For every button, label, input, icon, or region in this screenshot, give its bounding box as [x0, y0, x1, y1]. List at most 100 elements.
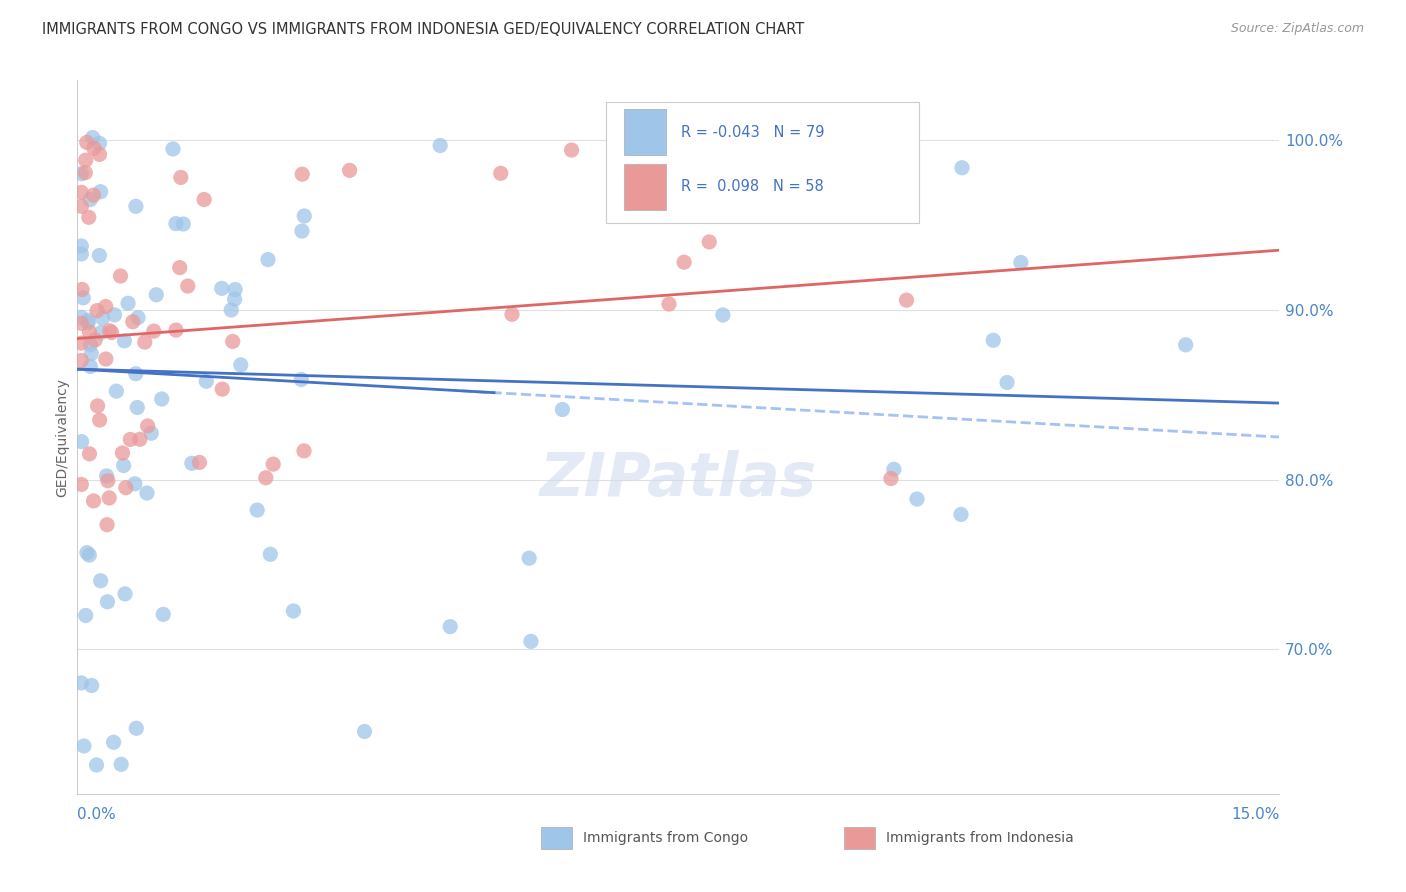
- Point: [89, 136, 111, 151]
- Point: [136, 486, 159, 500]
- Point: [439, 619, 461, 633]
- Point: [124, 476, 146, 491]
- Point: [89, 413, 111, 427]
- Point: [79, 447, 101, 461]
- Point: [165, 217, 187, 231]
- Point: [1010, 255, 1032, 269]
- Point: [110, 757, 132, 772]
- Point: [136, 419, 159, 434]
- Point: [70, 676, 93, 690]
- Bar: [624, 164, 666, 211]
- Point: [70, 186, 93, 200]
- Point: [96, 517, 118, 532]
- Point: [83, 494, 105, 508]
- Point: [114, 587, 136, 601]
- Point: [291, 224, 314, 238]
- Point: [112, 458, 135, 473]
- Point: [84, 333, 107, 347]
- Point: [339, 163, 361, 178]
- Point: [292, 209, 315, 223]
- Point: [90, 185, 112, 199]
- Point: [77, 316, 100, 330]
- Point: [697, 235, 720, 249]
- Point: [77, 211, 100, 225]
- Point: [125, 721, 148, 735]
- Point: [86, 399, 108, 413]
- Point: [100, 326, 122, 340]
- Point: [70, 336, 93, 351]
- Point: [517, 551, 540, 566]
- Point: [127, 310, 149, 325]
- Point: [283, 604, 305, 618]
- Point: [75, 166, 97, 180]
- Point: [97, 474, 120, 488]
- Point: [125, 367, 148, 381]
- Point: [292, 443, 315, 458]
- Point: [561, 143, 583, 157]
- Text: Immigrants from Congo: Immigrants from Congo: [583, 831, 748, 845]
- Point: [150, 392, 173, 406]
- Bar: [624, 109, 666, 155]
- Point: [82, 130, 104, 145]
- Point: [254, 471, 277, 485]
- Point: [77, 313, 100, 327]
- Point: [172, 217, 194, 231]
- Point: [98, 324, 121, 338]
- Point: [70, 167, 93, 181]
- Point: [117, 296, 139, 310]
- Text: ZIPatlas: ZIPatlas: [540, 450, 817, 509]
- Point: [142, 324, 165, 338]
- Text: 15.0%: 15.0%: [1232, 807, 1279, 822]
- Point: [141, 426, 163, 441]
- Point: [98, 491, 121, 505]
- Point: [883, 462, 905, 476]
- Bar: [606, 102, 920, 223]
- Point: [90, 326, 112, 340]
- Point: [111, 446, 134, 460]
- Point: [127, 401, 149, 415]
- Point: [222, 334, 245, 349]
- Point: [257, 252, 280, 267]
- Point: [551, 402, 574, 417]
- Point: [195, 374, 218, 388]
- Point: [79, 359, 101, 374]
- Point: [658, 297, 681, 311]
- Point: [96, 469, 118, 483]
- Point: [880, 471, 903, 485]
- Point: [429, 138, 451, 153]
- Point: [94, 300, 117, 314]
- Point: [75, 608, 97, 623]
- Text: R = -0.043   N = 79: R = -0.043 N = 79: [681, 125, 824, 139]
- Point: [79, 337, 101, 351]
- Point: [103, 308, 125, 322]
- Point: [76, 546, 98, 560]
- Point: [121, 315, 143, 329]
- Point: [180, 456, 202, 470]
- Point: [262, 457, 284, 471]
- Point: [112, 334, 135, 348]
- Point: [162, 142, 184, 156]
- Point: [501, 307, 523, 321]
- Point: [520, 634, 543, 648]
- Point: [152, 607, 174, 622]
- Y-axis label: GED/Equivalency: GED/Equivalency: [55, 377, 69, 497]
- Point: [80, 346, 103, 360]
- Point: [70, 434, 93, 449]
- Point: [193, 193, 215, 207]
- Point: [711, 308, 734, 322]
- Point: [170, 170, 193, 185]
- Point: [896, 293, 918, 307]
- Point: [981, 333, 1004, 347]
- Point: [995, 376, 1018, 390]
- Point: [110, 268, 132, 283]
- Point: [72, 291, 94, 305]
- Point: [219, 302, 242, 317]
- Point: [70, 353, 93, 368]
- Point: [115, 481, 138, 495]
- Point: [291, 167, 314, 181]
- Point: [950, 508, 973, 522]
- Point: [83, 141, 105, 155]
- Point: [673, 255, 696, 269]
- Point: [80, 678, 103, 692]
- Point: [75, 153, 97, 168]
